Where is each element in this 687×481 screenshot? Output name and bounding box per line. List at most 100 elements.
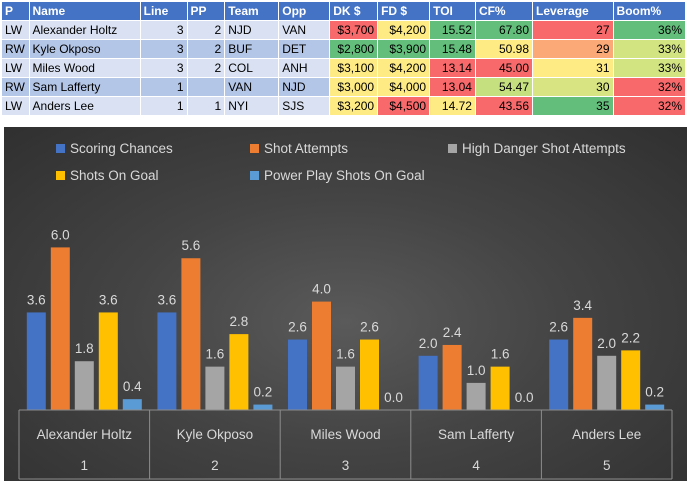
- cell-position[interactable]: RW: [1, 39, 30, 59]
- header-team[interactable]: Team: [224, 1, 280, 21]
- bar[interactable]: [50, 247, 70, 410]
- cell-leverage[interactable]: 29: [532, 39, 614, 59]
- cell-dk-salary[interactable]: $3,200: [329, 96, 379, 116]
- cell-player-name[interactable]: Alexander Holtz: [28, 20, 141, 40]
- cell-boom-pct[interactable]: 33%: [612, 58, 687, 78]
- bar[interactable]: [288, 339, 307, 410]
- cell-line[interactable]: 1: [139, 77, 188, 97]
- cell-dk-salary[interactable]: $3,700: [329, 20, 379, 40]
- cell-pp[interactable]: 2: [186, 39, 226, 59]
- bar[interactable]: [98, 312, 118, 410]
- cell-pp[interactable]: [186, 77, 226, 97]
- cell-leverage[interactable]: 30: [532, 77, 614, 97]
- bar[interactable]: [597, 355, 617, 410]
- cell-player-name[interactable]: Kyle Okposo: [28, 39, 141, 59]
- cell-boom-pct[interactable]: 32%: [612, 96, 687, 116]
- cell-opp[interactable]: ANH: [278, 58, 331, 78]
- legend-item[interactable]: Scoring Chances: [56, 141, 173, 156]
- cell-team[interactable]: VAN: [224, 77, 280, 97]
- cell-toi[interactable]: 15.52: [429, 20, 476, 40]
- header-boom-pct[interactable]: Boom%: [612, 1, 687, 21]
- header-leverage[interactable]: Leverage: [532, 1, 614, 21]
- bar[interactable]: [336, 366, 355, 410]
- cell-dk-salary[interactable]: $3,000: [329, 77, 379, 97]
- cell-opp[interactable]: SJS: [278, 96, 331, 116]
- header-pp[interactable]: PP: [186, 1, 226, 21]
- bar[interactable]: [645, 404, 665, 410]
- cell-line[interactable]: 3: [139, 58, 188, 78]
- legend-item[interactable]: Power Play Shots On Goal: [250, 168, 425, 183]
- bar[interactable]: [312, 301, 331, 410]
- cell-position[interactable]: LW: [1, 96, 30, 116]
- bar[interactable]: [549, 339, 569, 410]
- cell-toi[interactable]: 13.04: [429, 77, 476, 97]
- cell-position[interactable]: LW: [1, 58, 30, 78]
- bar[interactable]: [229, 334, 249, 410]
- cell-line[interactable]: 3: [139, 20, 188, 40]
- bar[interactable]: [253, 404, 273, 410]
- cell-leverage[interactable]: 27: [532, 20, 614, 40]
- bar[interactable]: [573, 317, 593, 410]
- header-toi[interactable]: TOI: [429, 1, 476, 21]
- cell-cf-pct[interactable]: 50.98: [474, 39, 534, 59]
- header-cf-pct[interactable]: CF%: [474, 1, 534, 21]
- cell-cf-pct[interactable]: 45.00: [474, 58, 534, 78]
- cell-toi[interactable]: 14.72: [429, 96, 476, 116]
- bar[interactable]: [181, 258, 201, 410]
- cell-team[interactable]: NJD: [224, 20, 280, 40]
- bar[interactable]: [74, 361, 94, 410]
- cell-pp[interactable]: 1: [186, 96, 226, 116]
- cell-position[interactable]: RW: [1, 77, 30, 97]
- cell-toi[interactable]: 13.14: [429, 58, 476, 78]
- header-fd-salary[interactable]: FD $: [377, 1, 431, 21]
- cell-cf-pct[interactable]: 67.80: [474, 20, 534, 40]
- cell-boom-pct[interactable]: 33%: [612, 39, 687, 59]
- cell-fd-salary[interactable]: $4,200: [377, 20, 431, 40]
- cell-player-name[interactable]: Anders Lee: [28, 96, 141, 116]
- cell-player-name[interactable]: Miles Wood: [28, 58, 141, 78]
- cell-pp[interactable]: 2: [186, 20, 226, 40]
- bar[interactable]: [205, 366, 225, 410]
- cell-cf-pct[interactable]: 54.47: [474, 77, 534, 97]
- header-line[interactable]: Line: [139, 1, 188, 21]
- cell-leverage[interactable]: 35: [532, 96, 614, 116]
- bar[interactable]: [418, 355, 438, 410]
- cell-opp[interactable]: DET: [278, 39, 331, 59]
- cell-boom-pct[interactable]: 32%: [612, 77, 687, 97]
- bar[interactable]: [122, 399, 142, 410]
- bar[interactable]: [466, 382, 486, 410]
- bar[interactable]: [26, 312, 46, 410]
- cell-pp[interactable]: 2: [186, 58, 226, 78]
- cell-fd-salary[interactable]: $4,500: [377, 96, 431, 116]
- cell-dk-salary[interactable]: $3,100: [329, 58, 379, 78]
- header-dk-salary[interactable]: DK $: [329, 1, 379, 21]
- cell-position[interactable]: LW: [1, 20, 30, 40]
- header-position[interactable]: P: [1, 1, 30, 21]
- cell-leverage[interactable]: 31: [532, 58, 614, 78]
- bar[interactable]: [157, 312, 177, 410]
- bar[interactable]: [490, 366, 510, 410]
- header-name[interactable]: Name: [28, 1, 141, 21]
- bar[interactable]: [360, 339, 379, 410]
- cell-dk-salary[interactable]: $2,800: [329, 39, 379, 59]
- cell-team[interactable]: NYI: [224, 96, 280, 116]
- cell-team[interactable]: COL: [224, 58, 280, 78]
- cell-team[interactable]: BUF: [224, 39, 280, 59]
- cell-cf-pct[interactable]: 43.56: [474, 96, 534, 116]
- legend-item[interactable]: High Danger Shot Attempts: [448, 141, 626, 156]
- cell-fd-salary[interactable]: $4,200: [377, 58, 431, 78]
- cell-player-name[interactable]: Sam Lafferty: [28, 77, 141, 97]
- header-opp[interactable]: Opp: [278, 1, 331, 21]
- legend-item[interactable]: Shots On Goal: [56, 168, 159, 183]
- cell-fd-salary[interactable]: $3,900: [377, 39, 431, 59]
- cell-line[interactable]: 1: [139, 96, 188, 116]
- bar[interactable]: [621, 350, 641, 410]
- cell-line[interactable]: 3: [139, 39, 188, 59]
- cell-toi[interactable]: 15.48: [429, 39, 476, 59]
- bar[interactable]: [442, 344, 462, 410]
- cell-boom-pct[interactable]: 36%: [612, 20, 687, 40]
- legend-item[interactable]: Shot Attempts: [250, 141, 348, 156]
- cell-opp[interactable]: VAN: [278, 20, 331, 40]
- cell-fd-salary[interactable]: $4,000: [377, 77, 431, 97]
- cell-opp[interactable]: NJD: [278, 77, 331, 97]
